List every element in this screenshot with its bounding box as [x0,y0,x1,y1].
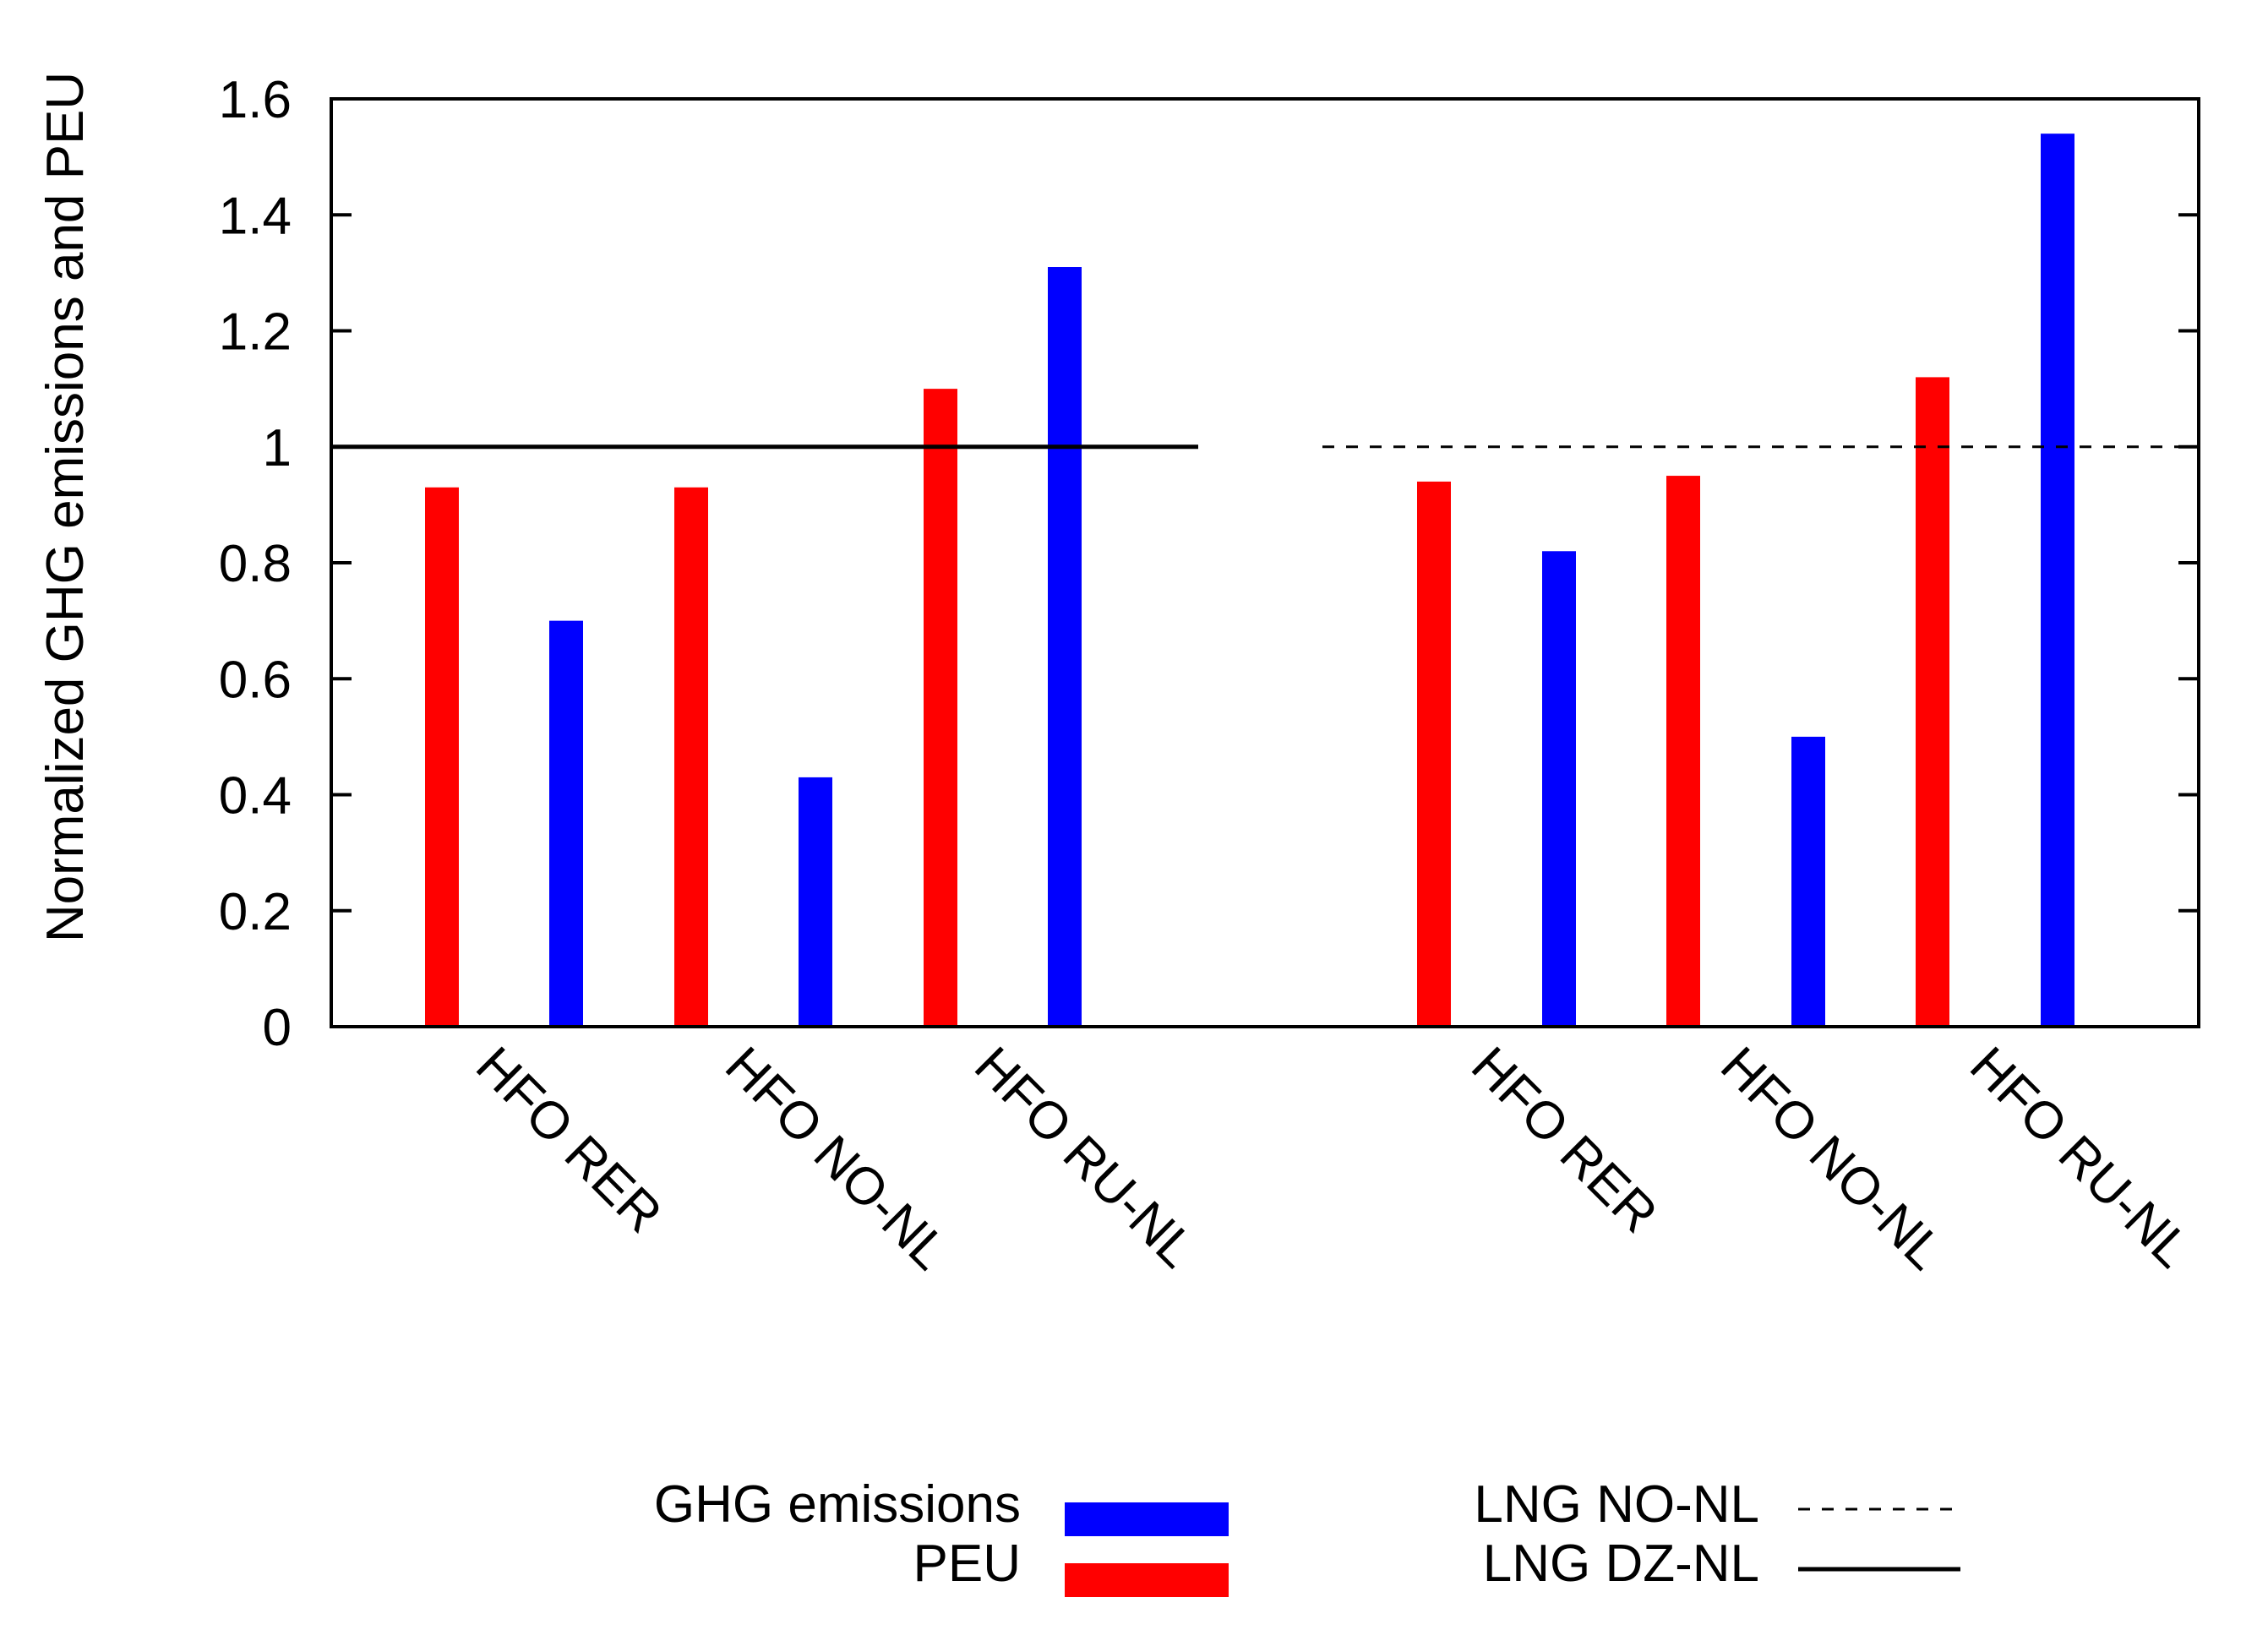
plot-area [331,134,2199,1027]
legend-swatch [1065,1563,1229,1597]
peu-bar [924,389,957,1027]
y-tick-label: 0 [263,999,292,1057]
legend-label: PEU [913,1535,1021,1593]
y-tick-label: 1.4 [219,187,292,245]
y-tick-label: 0.4 [219,767,292,826]
legend-label: GHG emissions [654,1475,1021,1534]
legend-swatch [1065,1502,1229,1536]
peu-bar [425,487,459,1027]
ghg-bar [1048,267,1082,1027]
ghg-bar [549,620,583,1027]
ghg-bar [799,777,832,1027]
category-label: HFO NO-NL [714,1036,959,1281]
legend-label: LNG NO-NL [1474,1475,1759,1534]
peu-bar [1417,481,1451,1027]
category-label: HFO RER [1460,1036,1668,1244]
category-label: HFO RU-NL [1959,1036,2201,1278]
y-tick-label: 0.2 [219,883,292,941]
ghg-bar [2041,134,2074,1027]
peu-bar [1666,476,1700,1027]
y-axis-title: Normalized GHG emissions and PEU [36,72,95,942]
legend-label: LNG DZ-NL [1483,1535,1759,1593]
ghg-bar [1791,736,1825,1027]
y-tick-label: 1 [263,419,292,477]
y-tick-label: 1.6 [219,71,292,129]
category-label: HFO RU-NL [963,1036,1206,1278]
y-tick-label: 0.8 [219,535,292,593]
y-tick-label: 0.6 [219,651,292,709]
peu-bar [1916,377,1949,1027]
category-label: HFO NO-NL [1709,1036,1955,1281]
x-axis-labels: HFO RER HFO NO-NL HFO RU-NL HFO RER HFO NO-N… [465,1036,2201,1281]
category-label: HFO RER [465,1036,673,1244]
y-tick-label: 1.2 [219,303,292,362]
peu-bar [674,487,708,1027]
y-axis: 0 0.2 0.4 0.6 0.8 1 1.2 1.4 1.6 [219,71,2200,1057]
ghg-bar [1542,551,1576,1027]
